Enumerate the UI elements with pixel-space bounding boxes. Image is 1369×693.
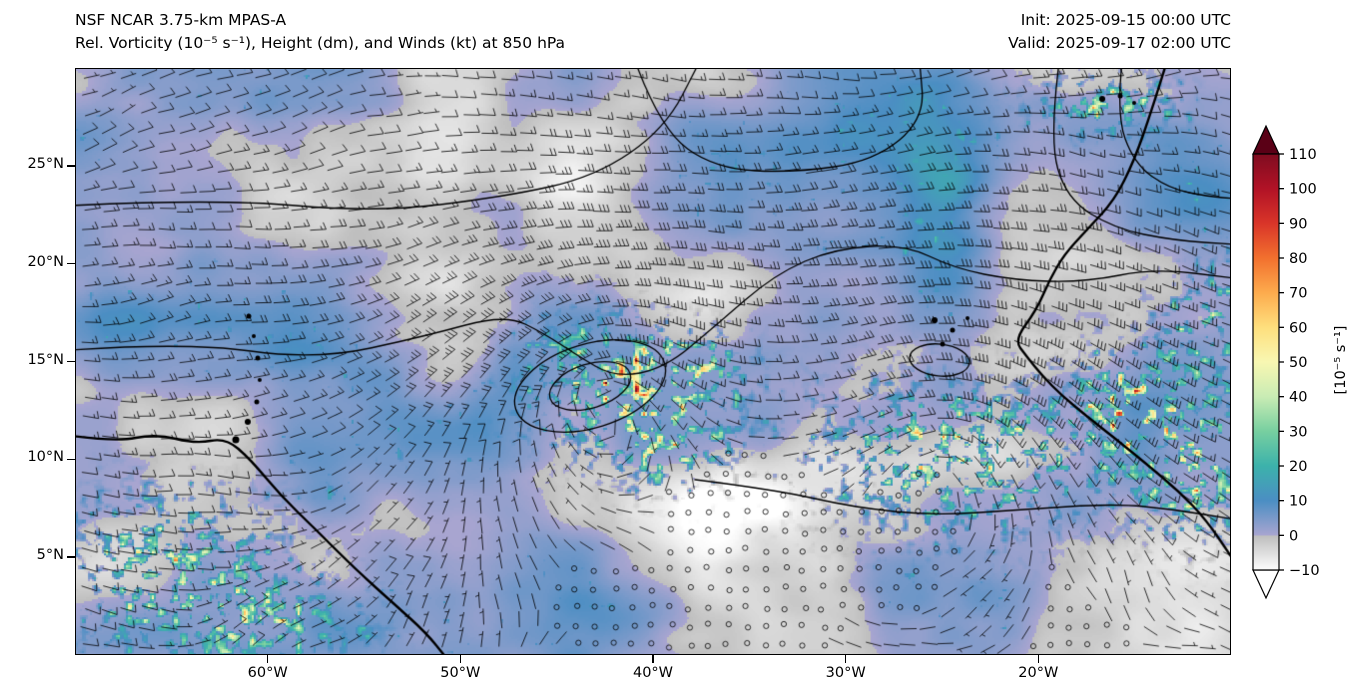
model-title: NSF NCAR 3.75-km MPAS-A (75, 11, 287, 29)
x-tickmark (1037, 655, 1040, 663)
colorbar-under-arrow (1252, 569, 1280, 600)
y-tickmark (67, 360, 75, 363)
colorbar-tick-label: 110 (1289, 147, 1317, 163)
colorbar-tick-label: 50 (1289, 355, 1307, 371)
x-tickmark (459, 655, 462, 663)
map-plot-area (75, 68, 1231, 655)
x-tickmark (266, 655, 269, 663)
colorbar-over-arrow (1252, 124, 1280, 155)
init-time: Init: 2025-09-15 00:00 UTC (1020, 11, 1231, 29)
y-tickmark (67, 458, 75, 461)
colorbar-tick-label: 20 (1289, 459, 1307, 475)
x-tickmark (844, 655, 847, 663)
y-tickmark (67, 165, 75, 167)
colorbar-tick-label: 10 (1289, 494, 1307, 510)
colorbar-tick-label: 90 (1289, 216, 1307, 232)
colorbar-tick-label: 100 (1289, 182, 1317, 198)
colorbar-tick-label: 80 (1289, 251, 1307, 267)
y-tickmark (67, 262, 75, 265)
x-tick-label: 60°W (247, 665, 288, 681)
x-tick-label: 30°W (825, 665, 866, 681)
colorbar-tick-label: 40 (1289, 390, 1307, 406)
y-tick-label: 5°N (36, 547, 64, 564)
y-tick-label: 20°N (27, 253, 64, 270)
valid-time: Valid: 2025-09-17 02:00 UTC (1008, 34, 1231, 52)
colorbar-tick-label: 30 (1289, 424, 1307, 440)
title-block: NSF NCAR 3.75-km MPAS-A Rel. Vorticity (… (75, 9, 565, 55)
time-block: Init: 2025-09-15 00:00 UTC Valid: 2025-0… (1008, 9, 1231, 55)
x-tick-label: 40°W (632, 665, 674, 681)
y-tick-label: 10°N (27, 449, 64, 466)
y-tickmark (67, 556, 75, 558)
x-tickmark (652, 655, 654, 663)
map-canvas (76, 69, 1230, 654)
x-tick-label: 20°W (1018, 665, 1059, 681)
plot-variables-title: Rel. Vorticity (10⁻⁵ s⁻¹), Height (dm), … (75, 34, 566, 52)
x-tick-label: 50°W (440, 665, 481, 681)
colorbar-unit-label: [10⁻⁵ s⁻¹] (1333, 325, 1349, 395)
colorbar-tick-label: 60 (1289, 320, 1307, 336)
colorbar: 110 100 90 80 70 60 50 40 30 20 10 0 −10 (1251, 124, 1361, 610)
colorbar-tick-label: 70 (1289, 286, 1307, 302)
colorbar-tick-label: −10 (1289, 563, 1320, 579)
y-tick-label: 25°N (27, 155, 64, 172)
colorbar-tick-label: 0 (1289, 528, 1298, 544)
y-tick-label: 15°N (27, 351, 64, 368)
colorbar-gradient-bar (1252, 153, 1280, 571)
